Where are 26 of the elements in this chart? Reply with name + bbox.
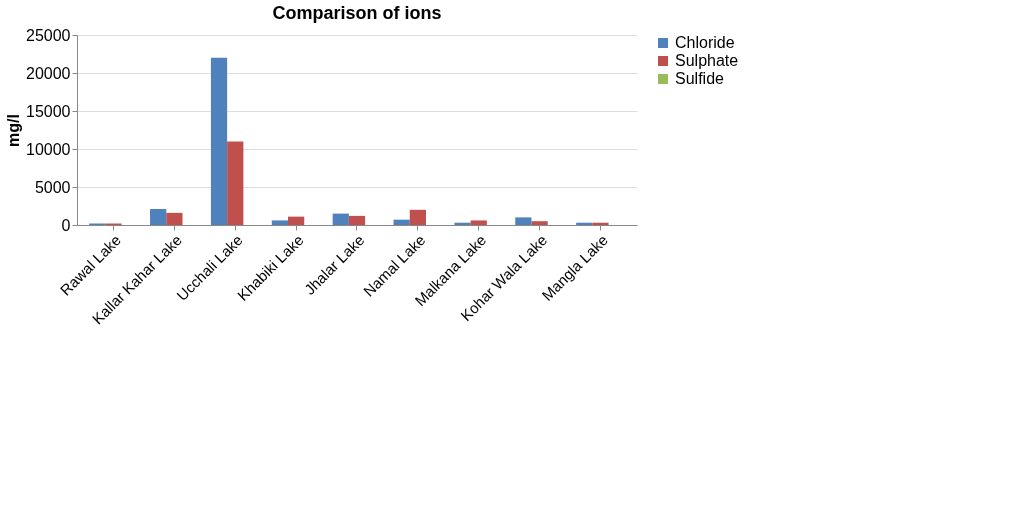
bar (393, 219, 410, 225)
legend-label: Chloride (675, 34, 735, 51)
y-tick-label: 5000 (34, 178, 71, 196)
y-axis-title: mg/l (5, 114, 23, 147)
bar (348, 215, 366, 225)
bar (409, 209, 426, 225)
bar (210, 57, 228, 225)
bar (227, 141, 244, 225)
bar (515, 217, 532, 225)
bar (592, 222, 609, 225)
y-tick-label: 20000 (26, 64, 71, 82)
y-tick-label: 10000 (26, 140, 71, 158)
bar (332, 213, 349, 225)
bar (150, 209, 167, 225)
y-tick-label: 15000 (26, 102, 71, 120)
y-tick-label: 0 (61, 216, 71, 234)
bar (531, 221, 548, 225)
bar (470, 220, 487, 225)
bar (288, 216, 305, 225)
legend-label: Sulfide (675, 70, 725, 87)
bar (454, 222, 471, 225)
bar (271, 220, 289, 225)
chart-title: Comparison of ions (272, 3, 442, 23)
y-tick-label: 25000 (26, 26, 71, 44)
legend-label: Sulphate (675, 52, 739, 69)
bar (166, 212, 183, 225)
